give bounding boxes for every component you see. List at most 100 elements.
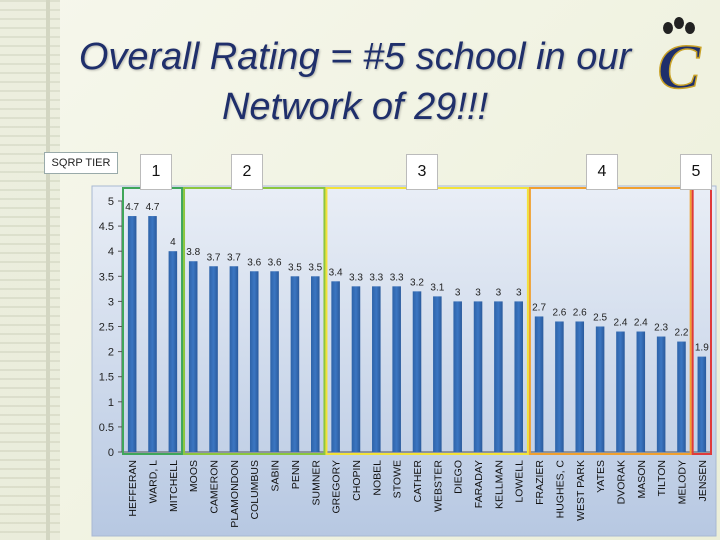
y-tick-label: 0 bbox=[108, 447, 114, 459]
category-label: LOWELL bbox=[514, 460, 526, 503]
category-label: DVORAK bbox=[615, 460, 627, 504]
y-tick-label: 3.5 bbox=[99, 271, 114, 283]
data-label: 3.5 bbox=[288, 262, 302, 273]
data-label: 4 bbox=[170, 237, 176, 248]
category-label: WEST PARK bbox=[575, 460, 587, 521]
category-label: CHOPIN bbox=[351, 460, 363, 501]
data-label: 3.4 bbox=[329, 267, 343, 278]
data-label: 3.6 bbox=[268, 257, 282, 268]
page-title: Overall Rating = #5 school in our Networ… bbox=[78, 36, 632, 128]
category-label: CAMERON bbox=[209, 460, 221, 514]
data-label: 2.4 bbox=[613, 318, 627, 329]
data-label: 2.2 bbox=[675, 328, 689, 339]
logo-letter: C bbox=[658, 31, 702, 96]
y-tick-label: 3 bbox=[108, 296, 114, 308]
sqrp-tier-label: SQRP TIER bbox=[44, 152, 118, 174]
y-tick-label: 1.5 bbox=[99, 372, 114, 384]
data-label: 2.6 bbox=[552, 307, 566, 318]
category-label: TILTON bbox=[656, 460, 668, 496]
category-label: WEBSTER bbox=[432, 460, 444, 512]
data-label: 3.7 bbox=[227, 252, 241, 263]
data-label: 3.3 bbox=[390, 272, 404, 283]
tier-number-2: 2 bbox=[231, 154, 263, 190]
bar-6 bbox=[229, 266, 239, 452]
bar-28 bbox=[677, 341, 686, 452]
category-label: COLUMBUS bbox=[249, 460, 261, 520]
category-label: PLAMONDON bbox=[229, 460, 241, 528]
bar-25 bbox=[616, 331, 625, 452]
y-tick-label: 4 bbox=[108, 246, 114, 258]
bar-1 bbox=[127, 216, 137, 452]
bar-21 bbox=[534, 316, 544, 452]
bar-2 bbox=[148, 216, 157, 452]
binder-strip bbox=[0, 0, 60, 540]
category-label: KELLMAN bbox=[493, 460, 505, 509]
y-tick-label: 0.5 bbox=[99, 422, 114, 434]
data-label: 1.9 bbox=[695, 343, 709, 354]
data-label: 3.6 bbox=[247, 257, 261, 268]
category-label: FARADAY bbox=[473, 460, 485, 508]
category-label: MOOS bbox=[188, 460, 200, 492]
data-label: 3.5 bbox=[308, 262, 322, 273]
data-label: 3 bbox=[496, 287, 502, 298]
data-label: 2.4 bbox=[634, 318, 648, 329]
category-label: MASON bbox=[636, 460, 648, 499]
category-label: SUMNER bbox=[310, 460, 322, 506]
bar-16 bbox=[433, 296, 442, 452]
bar-27 bbox=[656, 336, 666, 452]
category-label: HEFFERAN bbox=[127, 460, 139, 517]
bar-8 bbox=[270, 271, 279, 452]
bar-22 bbox=[555, 321, 564, 452]
y-tick-label: 1 bbox=[108, 397, 114, 409]
bar-29 bbox=[697, 356, 707, 452]
data-label: 3 bbox=[475, 287, 481, 298]
bar-24 bbox=[595, 326, 605, 452]
bar-15 bbox=[412, 291, 422, 452]
school-logo: C bbox=[657, 17, 702, 96]
data-label: 3.7 bbox=[207, 252, 221, 263]
bar-17 bbox=[453, 301, 462, 452]
data-label: 2.6 bbox=[573, 307, 587, 318]
y-tick-label: 2 bbox=[108, 347, 114, 359]
category-label: MELODY bbox=[676, 460, 688, 504]
category-label: CATHER bbox=[412, 460, 424, 503]
data-label: 4.7 bbox=[125, 202, 139, 213]
category-label: STOWE bbox=[392, 460, 404, 498]
bar-7 bbox=[249, 271, 259, 452]
data-label: 3 bbox=[516, 287, 522, 298]
bar-19 bbox=[494, 301, 503, 452]
category-label: YATES bbox=[595, 460, 607, 493]
y-tick-label: 5 bbox=[108, 196, 114, 208]
tier-number-5: 5 bbox=[680, 154, 712, 190]
bar-9 bbox=[290, 276, 300, 452]
data-label: 3.8 bbox=[186, 247, 200, 258]
category-label: WARD, L bbox=[148, 460, 160, 504]
data-label: 3 bbox=[455, 287, 461, 298]
bar-20 bbox=[514, 301, 523, 452]
category-label: FRAZIER bbox=[534, 460, 546, 505]
y-tick-label: 2.5 bbox=[99, 322, 114, 334]
bar-10 bbox=[311, 276, 320, 452]
tier-number-3: 3 bbox=[406, 154, 438, 190]
category-label: MITCHELL bbox=[168, 460, 180, 512]
category-label: SABIN bbox=[270, 460, 282, 492]
data-label: 3.1 bbox=[430, 282, 444, 293]
category-label: GREGORY bbox=[331, 460, 343, 513]
y-tick-label: 4.5 bbox=[99, 221, 114, 233]
bar-11 bbox=[331, 281, 340, 452]
category-label: JENSEN bbox=[697, 460, 709, 501]
category-label: NOBEL bbox=[371, 460, 383, 496]
paw-print-icon bbox=[663, 17, 695, 34]
binder-edge bbox=[46, 0, 50, 540]
bar-26 bbox=[636, 331, 646, 452]
bar-3 bbox=[168, 251, 178, 452]
bar-13 bbox=[372, 286, 381, 452]
bar-4 bbox=[188, 261, 198, 452]
data-label: 2.5 bbox=[593, 313, 607, 324]
data-label: 2.7 bbox=[532, 302, 546, 313]
data-label: 3.2 bbox=[410, 277, 424, 288]
category-label: PENN bbox=[290, 460, 302, 489]
bar-14 bbox=[392, 286, 401, 452]
category-label: DIEGO bbox=[453, 460, 465, 494]
